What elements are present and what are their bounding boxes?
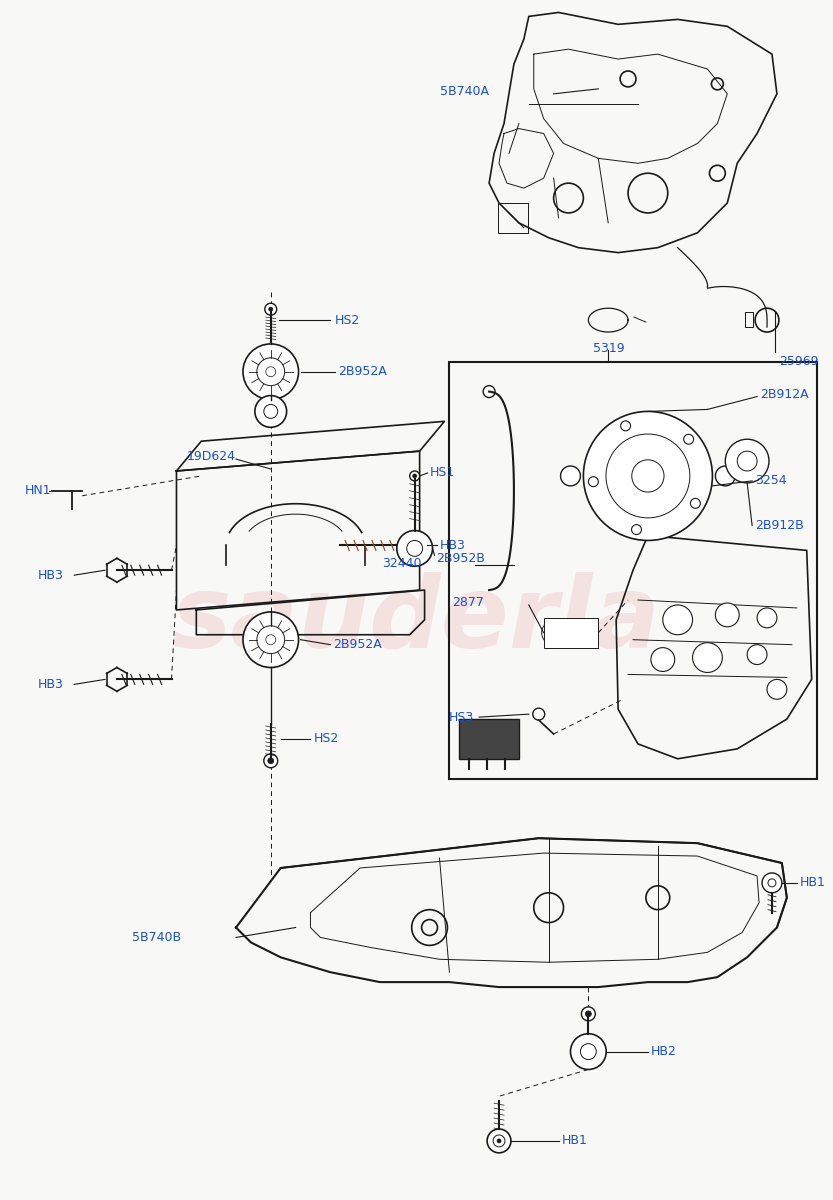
Circle shape xyxy=(497,1139,501,1142)
Text: 25969: 25969 xyxy=(779,355,818,368)
Circle shape xyxy=(487,1129,511,1153)
Text: 32440: 32440 xyxy=(382,557,421,570)
Circle shape xyxy=(493,1135,505,1147)
Circle shape xyxy=(581,1044,596,1060)
Text: 5319: 5319 xyxy=(593,342,625,355)
Circle shape xyxy=(266,367,276,377)
Text: HB2: HB2 xyxy=(651,1045,676,1058)
Circle shape xyxy=(692,643,722,672)
Circle shape xyxy=(606,434,690,518)
Circle shape xyxy=(726,439,769,482)
Circle shape xyxy=(716,602,739,626)
Text: HB3: HB3 xyxy=(440,539,466,552)
Text: 2B952A: 2B952A xyxy=(333,638,382,652)
Circle shape xyxy=(243,612,298,667)
Circle shape xyxy=(397,530,432,566)
Circle shape xyxy=(412,474,416,478)
Circle shape xyxy=(561,466,581,486)
Bar xyxy=(544,618,598,648)
Text: 2877: 2877 xyxy=(452,596,484,610)
Circle shape xyxy=(265,304,277,316)
Circle shape xyxy=(581,1007,596,1021)
Circle shape xyxy=(767,679,787,700)
Text: HB1: HB1 xyxy=(561,1134,587,1147)
Text: 2B952B: 2B952B xyxy=(436,552,486,565)
Text: HS1: HS1 xyxy=(430,467,455,480)
Text: 5B740A: 5B740A xyxy=(440,85,489,98)
Text: HS2: HS2 xyxy=(313,732,339,745)
Circle shape xyxy=(255,396,287,427)
Circle shape xyxy=(762,872,782,893)
Circle shape xyxy=(243,344,298,400)
Text: HB3: HB3 xyxy=(37,569,63,582)
Text: 3254: 3254 xyxy=(755,474,786,487)
Circle shape xyxy=(747,644,767,665)
Text: 19D624: 19D624 xyxy=(187,450,236,462)
Circle shape xyxy=(257,358,285,385)
Circle shape xyxy=(586,1010,591,1016)
Circle shape xyxy=(663,605,692,635)
Circle shape xyxy=(410,470,420,481)
Text: HS2: HS2 xyxy=(334,313,360,326)
Circle shape xyxy=(483,385,495,397)
Circle shape xyxy=(571,1033,606,1069)
Bar xyxy=(498,203,528,233)
Circle shape xyxy=(533,708,545,720)
Circle shape xyxy=(266,635,276,644)
Text: 2B952A: 2B952A xyxy=(338,365,387,378)
Circle shape xyxy=(257,626,285,654)
Text: sauderla: sauderla xyxy=(172,571,660,668)
Text: HB3: HB3 xyxy=(37,678,63,691)
Circle shape xyxy=(757,608,777,628)
Text: HN1: HN1 xyxy=(25,485,52,497)
Circle shape xyxy=(267,758,274,763)
Circle shape xyxy=(583,412,712,540)
Circle shape xyxy=(269,307,272,311)
Bar xyxy=(459,719,519,758)
Circle shape xyxy=(737,451,757,470)
Text: HB1: HB1 xyxy=(800,876,826,889)
Text: 2B912B: 2B912B xyxy=(755,520,804,532)
Circle shape xyxy=(651,648,675,672)
Circle shape xyxy=(716,466,736,486)
Bar xyxy=(449,362,816,779)
Text: 5B740B: 5B740B xyxy=(132,931,182,944)
Circle shape xyxy=(407,540,422,557)
Circle shape xyxy=(768,878,776,887)
Text: HS3: HS3 xyxy=(449,710,474,724)
Circle shape xyxy=(541,620,566,644)
Text: 2B912A: 2B912A xyxy=(760,388,809,401)
Circle shape xyxy=(631,460,664,492)
Circle shape xyxy=(264,404,277,419)
Circle shape xyxy=(264,754,277,768)
